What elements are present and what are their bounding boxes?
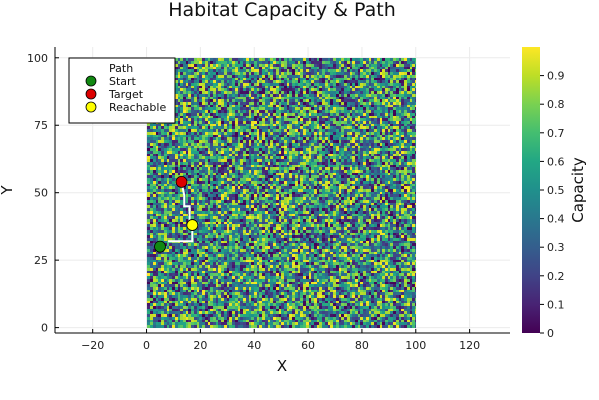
- y-tick-label: 100: [27, 52, 48, 65]
- start-point: [154, 240, 166, 253]
- x-tick-label: 20: [193, 339, 207, 352]
- x-tick-label: 100: [405, 339, 426, 352]
- colorbar-ticks: 0 0.1 0.2 0.3 0.4 0.5 0.6 0.7 0.8 0.9: [540, 70, 565, 340]
- colorbar-tick-label: 0: [547, 327, 554, 340]
- reachable-point: [186, 219, 199, 231]
- y-ticks: 0 25 50 75 100: [27, 52, 59, 335]
- legend-label-path: Path: [109, 62, 133, 75]
- x-tick-label: 0: [143, 339, 150, 352]
- colorbar-tick-label: 0.8: [547, 98, 565, 111]
- path-line: [168, 181, 194, 243]
- x-axis-label: X: [277, 357, 287, 375]
- colorbar-tick-label: 0.7: [547, 127, 565, 140]
- legend-swatch-reachable: [85, 101, 97, 113]
- colorbar-tick-label: 0.4: [547, 213, 565, 226]
- x-tick-label: −20: [81, 339, 104, 352]
- colorbar: [522, 47, 540, 333]
- colorbar-tick-label: 0.6: [547, 155, 565, 168]
- x-tick-label: 60: [301, 339, 315, 352]
- colorbar-tick-label: 0.9: [547, 70, 565, 83]
- heatmap-area: [146, 57, 416, 328]
- colorbar-label: Capacity: [569, 157, 587, 223]
- colorbar-tick-label: 0.1: [547, 298, 565, 311]
- legend-swatch-target: [85, 88, 97, 100]
- x-ticks: −20 0 20 40 60 80 100 120: [81, 329, 480, 352]
- y-tick-label: 75: [34, 119, 48, 132]
- x-tick-label: 120: [459, 339, 480, 352]
- y-tick-label: 0: [41, 322, 48, 335]
- colorbar-tick-label: 0.2: [547, 270, 565, 283]
- x-tick-label: 40: [247, 339, 261, 352]
- y-axis-label: Y: [0, 185, 16, 196]
- legend-swatch-start: [85, 75, 97, 87]
- legend-label-reachable: Reachable: [109, 101, 166, 114]
- target-point: [175, 176, 188, 188]
- point-layer: [154, 176, 199, 253]
- y-tick-label: 25: [34, 254, 48, 267]
- colorbar-tick-label: 0.3: [547, 241, 565, 254]
- x-tick-label: 80: [355, 339, 369, 352]
- colorbar-tick-label: 0.5: [547, 184, 565, 197]
- y-tick-label: 50: [34, 187, 48, 200]
- legend-label-start: Start: [109, 75, 137, 88]
- path-layer: [168, 181, 194, 243]
- chart-title: Habitat Capacity & Path: [168, 0, 396, 21]
- legend-label-target: Target: [108, 88, 144, 101]
